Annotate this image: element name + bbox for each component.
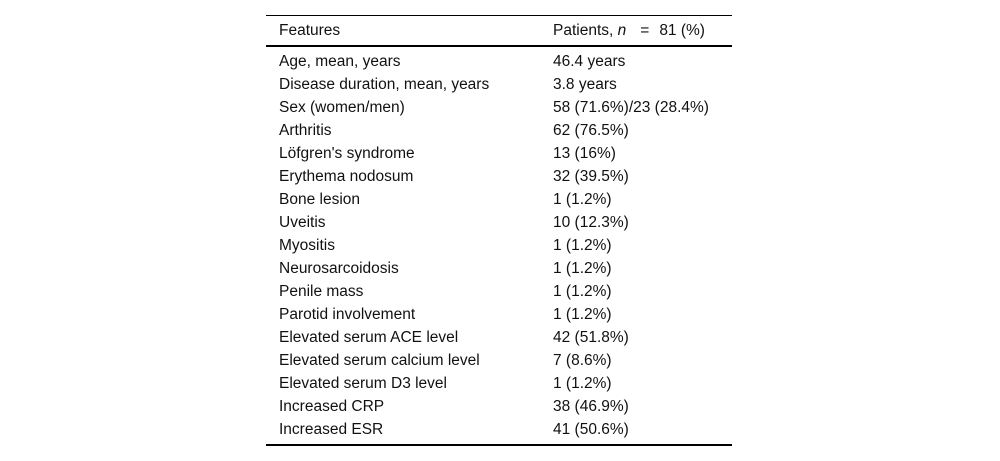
value-cell: 1 (1.2%): [553, 305, 612, 323]
table-row: Elevated serum calcium level 7 (8.6%): [266, 349, 732, 372]
feature-cell: Löfgren's syndrome: [279, 144, 415, 162]
table-row: Elevated serum ACE level 42 (51.8%): [266, 326, 732, 349]
value-cell: 1 (1.2%): [553, 236, 612, 254]
table-row: Bone lesion 1 (1.2%): [266, 188, 732, 211]
feature-cell: Elevated serum ACE level: [279, 328, 459, 346]
table-row: Uveitis 10 (12.3%): [266, 211, 732, 234]
patients-header-n: n: [617, 21, 627, 39]
value-cell: 1 (1.2%): [553, 374, 612, 392]
table-body: Age, mean, years 46.4 years Disease durati…: [266, 46, 732, 445]
value-cell: 7 (8.6%): [553, 351, 612, 369]
feature-cell: Increased CRP: [279, 397, 385, 415]
table-row: Increased ESR 41 (50.6%): [266, 418, 732, 445]
value-cell: 1 (1.2%): [553, 259, 612, 277]
table-row: Myositis 1 (1.2%): [266, 234, 732, 257]
value-cell: 38 (46.9%): [553, 397, 629, 415]
feature-cell: Bone lesion: [279, 190, 361, 208]
feature-cell: Penile mass: [279, 282, 364, 300]
table-row: Disease duration, mean, years 3.8 years: [266, 73, 732, 96]
value-cell: 32 (39.5%): [553, 167, 629, 185]
value-cell: 62 (76.5%): [553, 121, 629, 139]
feature-cell: Neurosarcoidosis: [279, 259, 399, 277]
feature-cell: Arthritis: [279, 121, 332, 139]
value-cell: 3.8 years: [553, 75, 617, 93]
features-column-header: Features: [266, 15, 553, 47]
table-row: Sex (women/men) 58 (71.6%)/23 (28.4%): [266, 96, 732, 119]
table-row: Penile mass 1 (1.2%): [266, 280, 732, 303]
feature-cell: Increased ESR: [279, 420, 384, 438]
feature-cell: Disease duration, mean, years: [279, 75, 490, 93]
patients-header-equals: =: [640, 21, 650, 39]
value-cell: 13 (16%): [553, 144, 616, 162]
table-row: Age, mean, years 46.4 years: [266, 46, 732, 73]
value-cell: 58 (71.6%)/23 (28.4%): [553, 98, 709, 116]
feature-cell: Erythema nodosum: [279, 167, 414, 185]
patient-features-table: Features Patients, n = 81 (%) Age, mean, y…: [266, 15, 732, 446]
patients-column-header: Patients, n = 81 (%): [553, 15, 732, 47]
value-cell: 41 (50.6%): [553, 420, 629, 438]
feature-cell: Uveitis: [279, 213, 326, 231]
value-cell: 1 (1.2%): [553, 190, 612, 208]
table-row: Erythema nodosum 32 (39.5%): [266, 165, 732, 188]
table-row: Löfgren's syndrome 13 (16%): [266, 142, 732, 165]
header-row: Features Patients, n = 81 (%): [266, 15, 732, 47]
feature-cell: Elevated serum D3 level: [279, 374, 447, 392]
table-row: Elevated serum D3 level 1 (1.2%): [266, 372, 732, 395]
feature-cell: Parotid involvement: [279, 305, 416, 323]
feature-cell: Myositis: [279, 236, 335, 254]
patient-features-table-container: Features Patients, n = 81 (%) Age, mean, y…: [266, 15, 732, 446]
feature-cell: Age, mean, years: [279, 52, 401, 70]
table-row: Parotid involvement 1 (1.2%): [266, 303, 732, 326]
feature-cell: Elevated serum calcium level: [279, 351, 480, 369]
feature-cell: Sex (women/men): [279, 98, 405, 116]
table-row: Increased CRP 38 (46.9%): [266, 395, 732, 418]
table-row: Neurosarcoidosis 1 (1.2%): [266, 257, 732, 280]
value-cell: 10 (12.3%): [553, 213, 629, 231]
value-cell: 46.4 years: [553, 52, 626, 70]
value-cell: 42 (51.8%): [553, 328, 629, 346]
patients-header-value: 81 (%): [659, 21, 705, 39]
patients-header-prefix: Patients,: [553, 21, 618, 39]
table-row: Arthritis 62 (76.5%): [266, 119, 732, 142]
value-cell: 1 (1.2%): [553, 282, 612, 300]
